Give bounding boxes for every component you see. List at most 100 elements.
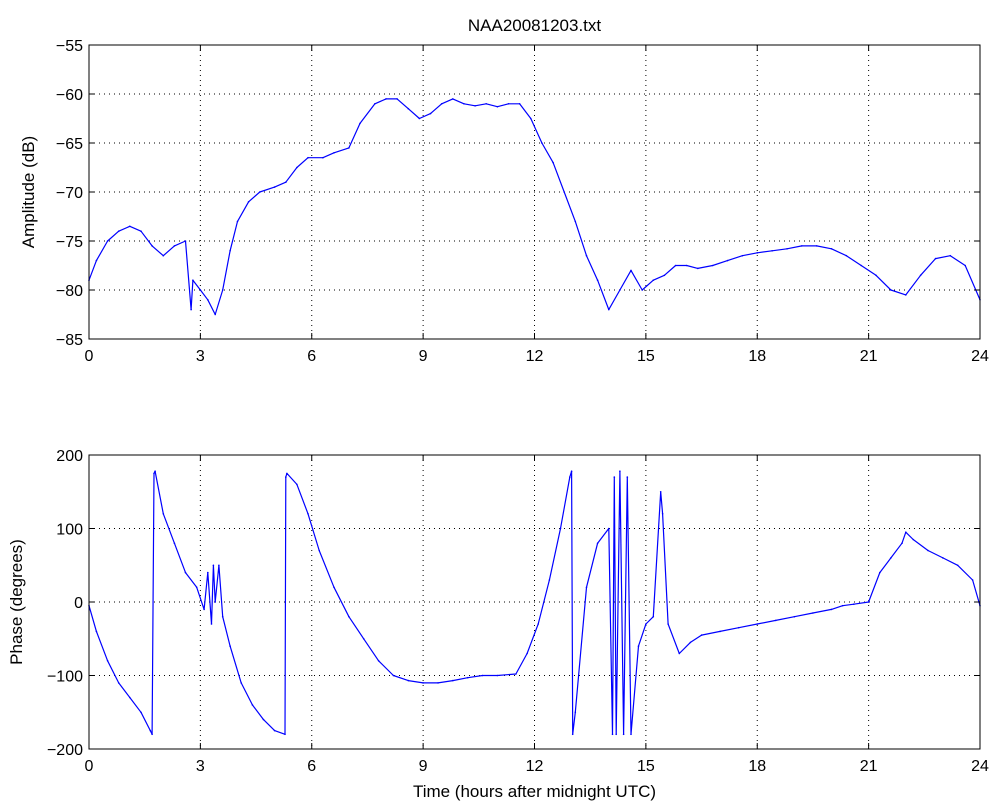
amplitude-data-point <box>374 103 376 105</box>
phase-data-point <box>153 472 155 475</box>
amplitude-data-point <box>652 279 655 282</box>
amplitude-data-point <box>845 254 848 257</box>
amplitude-data-point <box>151 245 153 247</box>
amplitude-data-point <box>771 250 773 252</box>
phase-data-point <box>218 564 220 567</box>
amplitude-data-point <box>452 98 454 100</box>
phase-data-point <box>481 674 484 677</box>
phase-data-point <box>652 615 655 618</box>
phase-data-point <box>151 733 153 736</box>
phase-data-point <box>318 549 321 552</box>
amplitude-data-point <box>860 264 862 267</box>
phase-data-point <box>129 696 131 699</box>
amplitude-data-point <box>485 103 488 105</box>
amplitude-data-point <box>429 112 432 115</box>
phase-data-point <box>496 674 499 677</box>
amplitude-data-point <box>711 264 714 267</box>
phase-data-point <box>793 615 796 618</box>
phase-data-point <box>262 718 265 721</box>
phase-xtick-label: 15 <box>637 758 655 775</box>
amplitude-data-point <box>496 105 499 108</box>
amplitude-xtick-label: 6 <box>307 348 316 365</box>
phase-data-point <box>392 674 395 677</box>
amplitude-xtick-label: 3 <box>196 348 205 365</box>
phase-data-point <box>622 733 625 736</box>
amplitude-data-point <box>949 254 952 257</box>
phase-data-point <box>585 586 588 589</box>
phase-data-point <box>619 470 621 473</box>
phase-data-point <box>296 483 298 486</box>
amplitude-ytick-label: −55 <box>56 38 83 55</box>
amplitude-data-point <box>608 308 610 311</box>
amplitude-data-point <box>552 161 554 164</box>
phase-data-point <box>377 660 380 662</box>
phase-data-point <box>437 682 439 684</box>
phase-panel: 0 3 6 9 12 15 18 21 24 −200 −100 0 100 200 Time (hours… <box>7 448 989 801</box>
amplitude-data-point <box>801 245 803 247</box>
phase-data-point <box>971 579 974 581</box>
phase-ytick-label: −200 <box>47 742 83 759</box>
phase-data-point <box>154 470 156 473</box>
amplitude-data-point <box>830 248 833 250</box>
amplitude-data-point <box>815 245 818 247</box>
amplitude-data-point <box>418 117 421 120</box>
amplitude-ytick-label: −85 <box>56 332 83 349</box>
amplitude-data-point <box>385 98 387 100</box>
amplitude-data-point <box>934 257 937 260</box>
phase-xtick-label: 3 <box>196 758 205 775</box>
amplitude-data-point <box>214 313 216 316</box>
phase-data-point <box>630 733 632 736</box>
amplitude-data-point <box>407 107 410 110</box>
amplitude-data-point <box>333 152 335 154</box>
phase-data-point <box>307 513 309 515</box>
amplitude-data-point <box>296 166 298 169</box>
phase-data-point <box>775 619 777 622</box>
phase-data-point <box>214 601 216 603</box>
phase-data-point <box>221 615 224 618</box>
amplitude-data-point <box>463 103 465 105</box>
phase-data-point <box>362 638 365 640</box>
phase-data-point <box>212 564 215 567</box>
amplitude-data-point <box>190 308 192 311</box>
phase-data-point <box>678 652 681 655</box>
phase-data-point <box>853 603 855 605</box>
phase-ylabel: Phase (degrees) <box>7 539 26 665</box>
phase-data-point <box>830 608 833 611</box>
amplitude-data-point <box>207 299 209 301</box>
amplitude-data-point <box>359 122 361 125</box>
amplitude-ytick-label: −80 <box>56 283 83 300</box>
phase-data-point <box>229 645 231 647</box>
amplitude-xtick-label: 24 <box>971 348 989 365</box>
amplitude-data-point <box>905 294 907 296</box>
amplitude-data-point <box>229 250 231 252</box>
phase-xlabel: Time (hours after midnight UTC) <box>413 782 656 801</box>
amplitude-ytick-label: −65 <box>56 136 83 153</box>
amplitude-data-point <box>259 191 261 193</box>
amplitude-ytick-label: −60 <box>56 87 83 104</box>
amplitude-data-point <box>563 191 565 193</box>
phase-data-point <box>927 549 929 552</box>
amplitude-data-point <box>919 274 922 277</box>
phase-data-point <box>841 604 844 607</box>
phase-xtick-label: 21 <box>860 758 878 775</box>
amplitude-panel: 0 3 6 9 12 15 18 21 24 −85 −80 −75 −70 −65 −60 −55 NAA20… <box>19 16 989 365</box>
amplitude-data-point <box>184 240 187 242</box>
amplitude-data-point <box>875 274 877 277</box>
phase-data-point <box>659 491 662 493</box>
phase-data-point <box>637 645 640 647</box>
amplitude-data-point <box>307 156 309 159</box>
amplitude-data-point <box>129 225 131 228</box>
amplitude-data-point <box>530 117 532 120</box>
phase-data-point <box>251 704 254 706</box>
phase-data-point <box>700 634 703 636</box>
phase-data-point <box>286 472 288 475</box>
phase-data-point <box>285 476 287 478</box>
amplitude-xtick-label: 9 <box>419 348 428 365</box>
phase-data-point <box>210 623 213 625</box>
phase-data-point <box>348 615 350 618</box>
amplitude-xtick-label: 18 <box>748 348 766 365</box>
phase-data-point <box>203 608 205 611</box>
phase-data-point <box>615 733 617 736</box>
phase-data-point <box>149 729 152 732</box>
